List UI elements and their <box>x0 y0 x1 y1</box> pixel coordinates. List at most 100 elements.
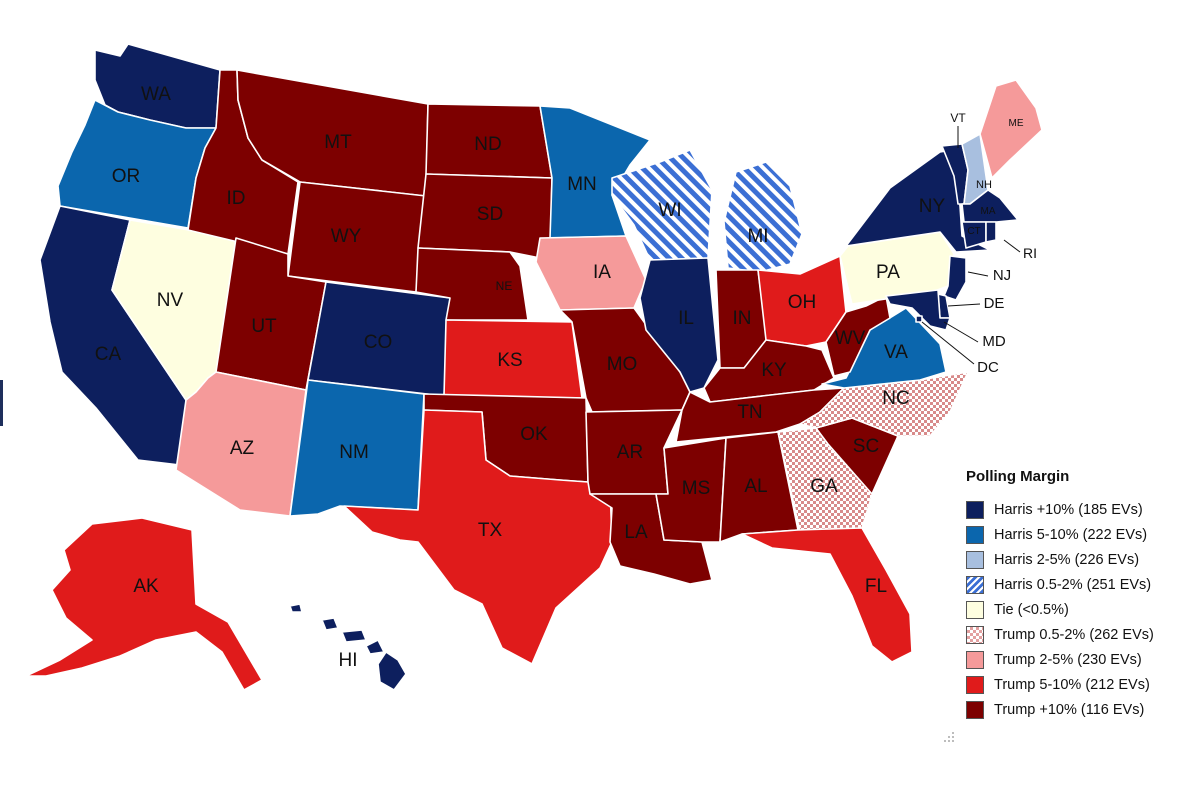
legend-swatch <box>966 600 984 619</box>
label-CO: CO <box>364 332 393 353</box>
legend-item: Trump 2-5% (230 EVs) <box>962 647 1198 672</box>
leader-lines <box>921 126 1021 365</box>
legend-swatch <box>966 525 984 544</box>
label-WY: WY <box>331 226 362 247</box>
label-UT: UT <box>251 316 277 337</box>
legend-item: Harris 5-10% (222 EVs) <box>962 522 1198 547</box>
label-KS: KS <box>497 350 522 371</box>
label-MN: MN <box>567 174 597 195</box>
label-ND: ND <box>474 134 501 155</box>
label-DE: DE <box>984 295 1005 312</box>
label-FL: FL <box>865 576 887 597</box>
state-HI[interactable] <box>289 603 407 691</box>
label-NE: NE <box>496 279 513 293</box>
legend-swatch <box>966 550 984 569</box>
legend-title: Polling Margin <box>966 468 1070 485</box>
label-MD: MD <box>982 333 1005 350</box>
label-NY: NY <box>919 196 946 217</box>
label-OH: OH <box>788 292 817 313</box>
state-GA[interactable] <box>777 427 877 533</box>
legend-swatch <box>966 575 984 594</box>
label-VT: VT <box>950 111 966 125</box>
resize-grip-icon[interactable] <box>940 730 958 744</box>
label-WI: WI <box>658 200 681 221</box>
state-FL[interactable] <box>741 527 913 663</box>
label-AK: AK <box>133 576 159 597</box>
label-NH: NH <box>976 179 992 191</box>
state-AK[interactable] <box>25 517 263 691</box>
label-SC: SC <box>853 436 879 457</box>
label-WV: WV <box>835 328 866 349</box>
state-TX[interactable] <box>343 409 613 665</box>
label-IL: IL <box>678 308 694 329</box>
legend-swatch <box>966 625 984 644</box>
label-AZ: AZ <box>230 438 255 459</box>
legend: Polling Margin Harris +10% (185 EVs) Harr… <box>962 468 1198 722</box>
label-MT: MT <box>324 132 352 153</box>
label-MI: MI <box>747 226 768 247</box>
legend-item: Harris 0.5-2% (251 EVs) <box>962 572 1198 597</box>
legend-label: Tie (<0.5%) <box>994 601 1069 618</box>
legend-label: Trump 5-10% (212 EVs) <box>994 676 1150 693</box>
label-AL: AL <box>744 476 767 497</box>
label-CT: CT <box>967 226 980 237</box>
legend-label: Trump +10% (116 EVs) <box>994 701 1145 718</box>
label-OR: OR <box>112 166 141 187</box>
label-CA: CA <box>95 344 122 365</box>
label-PA: PA <box>876 262 900 283</box>
label-TN: TN <box>737 402 762 423</box>
label-IN: IN <box>733 308 752 329</box>
legend-swatch <box>966 650 984 669</box>
legend-item: Harris +10% (185 EVs) <box>962 497 1198 522</box>
legend-swatch <box>966 500 984 519</box>
label-SD: SD <box>477 204 503 225</box>
label-MO: MO <box>607 354 638 375</box>
state-RI[interactable] <box>985 221 997 243</box>
label-LA: LA <box>624 522 648 543</box>
state-MD[interactable] <box>885 289 951 331</box>
label-AR: AR <box>617 442 643 463</box>
label-DC: DC <box>977 359 999 376</box>
label-MS: MS <box>682 478 711 499</box>
label-KY: KY <box>761 360 787 381</box>
legend-label: Harris +10% (185 EVs) <box>994 501 1143 518</box>
legend-label: Harris 5-10% (222 EVs) <box>994 526 1148 543</box>
state-ME[interactable] <box>979 79 1043 179</box>
legend-item: Trump 0.5-2% (262 EVs) <box>962 622 1198 647</box>
state-MI[interactable] <box>723 161 803 273</box>
legend-item: Harris 2-5% (226 EVs) <box>962 547 1198 572</box>
label-IA: IA <box>593 262 611 283</box>
label-WA: WA <box>141 84 171 105</box>
label-ME: ME <box>1009 118 1024 129</box>
state-NJ[interactable] <box>943 255 967 301</box>
label-OK: OK <box>520 424 548 445</box>
label-RI: RI <box>1023 245 1037 261</box>
state-SD[interactable] <box>417 173 553 261</box>
legend-items: Harris +10% (185 EVs) Harris 5-10% (222 E… <box>962 497 1198 722</box>
state-IA[interactable] <box>535 235 647 311</box>
label-NJ: NJ <box>993 267 1011 284</box>
window-edge-marker <box>0 380 3 426</box>
legend-label: Trump 2-5% (230 EVs) <box>994 651 1142 668</box>
legend-item: Tie (<0.5%) <box>962 597 1198 622</box>
label-NV: NV <box>157 290 184 311</box>
label-TX: TX <box>478 520 503 541</box>
label-MA: MA <box>981 206 996 217</box>
state-DC[interactable] <box>915 315 923 323</box>
label-NC: NC <box>882 388 909 409</box>
legend-label: Trump 0.5-2% (262 EVs) <box>994 626 1154 643</box>
legend-label: Harris 0.5-2% (251 EVs) <box>994 576 1152 593</box>
label-HI: HI <box>339 650 358 671</box>
label-ID: ID <box>227 188 246 209</box>
state-NC[interactable] <box>799 371 969 437</box>
state-WV[interactable] <box>825 295 891 377</box>
legend-item: Trump 5-10% (212 EVs) <box>962 672 1198 697</box>
legend-label: Harris 2-5% (226 EVs) <box>994 551 1140 568</box>
label-NM: NM <box>339 442 369 463</box>
label-GA: GA <box>810 476 838 497</box>
legend-swatch <box>966 700 984 719</box>
legend-item: Trump +10% (116 EVs) <box>962 697 1198 722</box>
legend-swatch <box>966 675 984 694</box>
